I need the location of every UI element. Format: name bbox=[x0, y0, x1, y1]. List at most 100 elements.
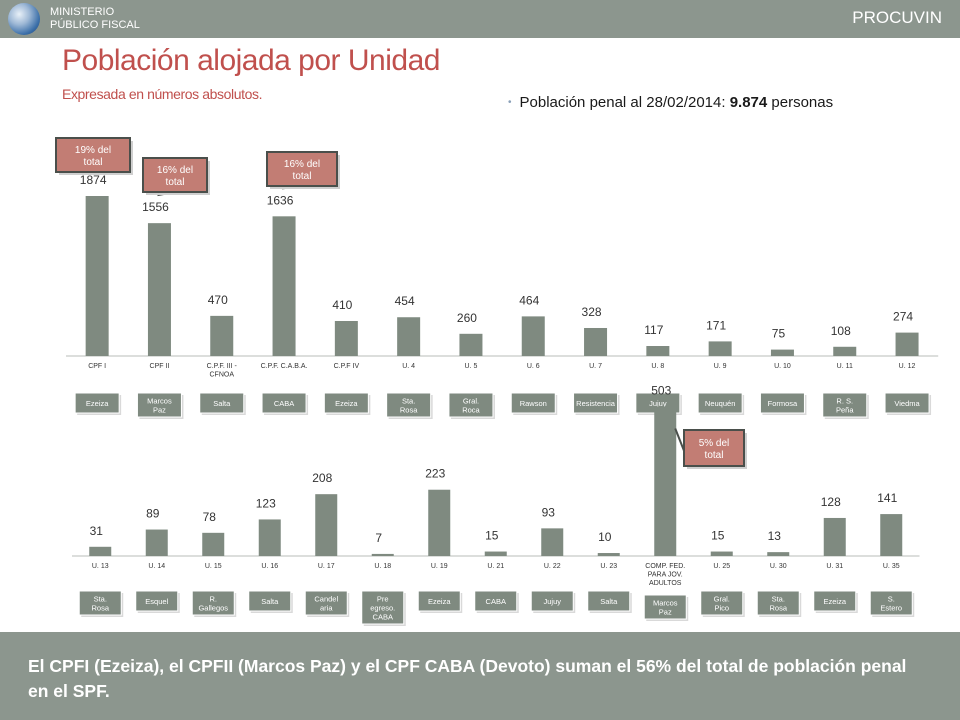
location-label: Resistencia bbox=[576, 399, 616, 408]
data-label: 260 bbox=[457, 311, 477, 325]
tick-label: U. 11 bbox=[837, 363, 853, 370]
tick-label: U. 16 bbox=[261, 563, 278, 570]
tick-label: U. 19 bbox=[431, 563, 448, 570]
data-label: 223 bbox=[425, 467, 445, 481]
location-label: Ezeiza bbox=[86, 399, 109, 408]
location-label: Gral. Pico bbox=[714, 595, 730, 613]
tick-label: U. 21 bbox=[487, 563, 504, 570]
bar bbox=[833, 346, 857, 356]
footer-bar bbox=[0, 632, 960, 720]
location-label: Ezeiza bbox=[823, 597, 846, 606]
location-box bbox=[756, 590, 800, 616]
location-label: Rawson bbox=[520, 399, 547, 408]
bar bbox=[334, 320, 358, 356]
footer-note: El CPFI (Ezeiza), el CPFII (Marcos Paz) … bbox=[28, 656, 907, 701]
location-box bbox=[573, 392, 619, 414]
bar bbox=[597, 553, 620, 556]
tick-label: COMP. FED. PARA JOV. ADULTOS bbox=[645, 563, 685, 587]
data-label: 454 bbox=[395, 294, 415, 308]
location-label: Candel aria bbox=[314, 595, 338, 613]
location-label: Gral. Roca bbox=[462, 397, 480, 415]
org-name: MINISTERIO PÚBLICO FISCAL bbox=[50, 6, 140, 32]
location-label: Neuquén bbox=[705, 399, 735, 408]
location-box bbox=[822, 392, 868, 418]
location-box bbox=[74, 392, 120, 414]
location-label: Salta bbox=[600, 597, 618, 606]
callout-label: 16% del total bbox=[284, 159, 320, 182]
bullet-icon: • bbox=[508, 97, 512, 108]
tick-label: U. 5 bbox=[465, 363, 478, 370]
bar bbox=[371, 553, 394, 556]
location-box bbox=[199, 392, 245, 414]
bar bbox=[880, 514, 903, 556]
bar bbox=[823, 517, 846, 556]
data-label: 93 bbox=[542, 505, 556, 519]
location-label: Sta. Rosa bbox=[769, 595, 787, 613]
tick-label: U. 22 bbox=[544, 563, 561, 570]
location-label: Ezeiza bbox=[428, 597, 451, 606]
data-label: 13 bbox=[768, 529, 782, 543]
data-label: 274 bbox=[893, 310, 913, 324]
org-line-1: MINISTERIO bbox=[50, 6, 115, 18]
bar bbox=[541, 528, 564, 556]
bar bbox=[767, 552, 790, 556]
data-label: 503 bbox=[651, 384, 671, 398]
summary-prefix: Población penal al 28/02/2014: bbox=[519, 94, 730, 111]
location-box bbox=[361, 590, 405, 625]
bar bbox=[521, 316, 545, 356]
data-label: 328 bbox=[582, 305, 602, 319]
bar bbox=[428, 489, 451, 556]
location-box bbox=[304, 590, 348, 616]
location-label: Sta. Rosa bbox=[400, 397, 418, 415]
data-label: 15 bbox=[485, 529, 499, 543]
data-label: 31 bbox=[90, 524, 104, 538]
tick-label: U. 25 bbox=[713, 563, 730, 570]
location-box bbox=[323, 392, 369, 414]
location-label: Sta. Rosa bbox=[91, 595, 109, 613]
summary-suffix: personas bbox=[767, 94, 834, 111]
tick-label: U. 30 bbox=[770, 563, 787, 570]
tick-label: CPF II bbox=[150, 363, 170, 370]
callout-box bbox=[55, 137, 131, 173]
data-label: 128 bbox=[821, 495, 841, 509]
location-label: Salta bbox=[213, 399, 231, 408]
data-label: 171 bbox=[706, 318, 726, 332]
location-box bbox=[191, 590, 235, 616]
tick-label: U. 15 bbox=[205, 563, 222, 570]
bar bbox=[89, 546, 112, 556]
header-bar: MINISTERIO PÚBLICO FISCAL PROCUVIN bbox=[0, 0, 960, 38]
tick-label: C.P.F IV bbox=[334, 363, 360, 370]
location-label: R. S. Peña bbox=[836, 397, 854, 415]
bar bbox=[895, 332, 919, 356]
data-label: 1636 bbox=[267, 193, 294, 207]
tick-label: U. 23 bbox=[600, 563, 617, 570]
bar bbox=[459, 333, 483, 356]
location-box bbox=[884, 392, 930, 414]
data-label: 7 bbox=[375, 531, 382, 545]
callout-box bbox=[142, 157, 208, 193]
location-box bbox=[386, 392, 432, 418]
location-box bbox=[643, 594, 687, 620]
bar bbox=[397, 317, 421, 356]
tick-label: U. 17 bbox=[318, 563, 335, 570]
callout-label: 16% del total bbox=[157, 165, 193, 188]
location-box bbox=[530, 590, 574, 612]
tick-label: C.P.F. III -CFNOA bbox=[207, 363, 238, 379]
location-box bbox=[510, 392, 556, 414]
tick-label: U. 13 bbox=[92, 563, 109, 570]
location-label: Pre egreso. CABA bbox=[370, 595, 395, 622]
page-title: Población alojada por Unidad bbox=[62, 44, 440, 77]
data-label: 464 bbox=[519, 293, 539, 307]
tick-label: U. 4 bbox=[402, 363, 415, 370]
location-box bbox=[587, 590, 631, 612]
bar bbox=[708, 341, 732, 356]
tick-label: C.P.F. C.A.B.A. bbox=[261, 363, 308, 370]
tick-label: U. 31 bbox=[826, 563, 843, 570]
bar bbox=[272, 216, 296, 356]
location-box bbox=[869, 590, 913, 616]
location-label: Ezeiza bbox=[335, 399, 358, 408]
bar bbox=[85, 196, 109, 356]
bar bbox=[654, 406, 677, 556]
tick-label: U. 14 bbox=[148, 563, 165, 570]
location-box bbox=[136, 392, 182, 418]
